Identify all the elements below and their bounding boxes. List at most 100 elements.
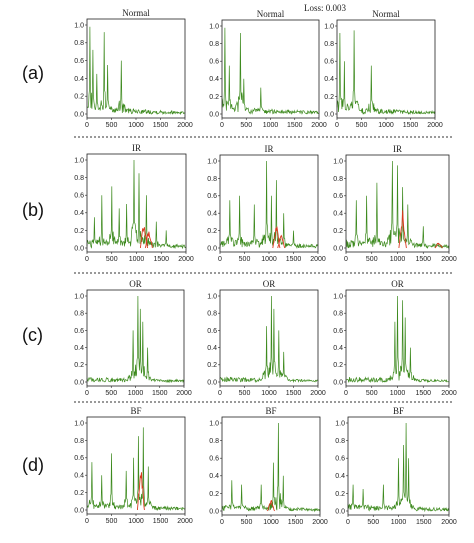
x-tick-label: 2000 bbox=[310, 256, 326, 263]
x-tick-label: 2000 bbox=[441, 390, 457, 397]
x-tick-label: 1000 bbox=[128, 122, 144, 129]
y-tick-label: 1.0 bbox=[74, 293, 84, 300]
x-tick-label: 500 bbox=[105, 390, 117, 397]
x-tick-label: 1500 bbox=[415, 390, 431, 397]
signal-series-line bbox=[86, 26, 186, 116]
x-tick-label: 0 bbox=[218, 390, 222, 397]
panel-title: OR bbox=[391, 279, 404, 289]
x-tick-label: 2000 bbox=[177, 122, 193, 129]
x-tick-label: 1000 bbox=[261, 390, 277, 397]
signal-series-line bbox=[221, 27, 320, 115]
y-tick-label: 0.0 bbox=[207, 379, 217, 386]
y-tick-label: 0.6 bbox=[74, 455, 84, 462]
x-tick-label: 1000 bbox=[261, 256, 277, 263]
y-tick-label: 0.8 bbox=[333, 176, 343, 183]
x-tick-label: 2000 bbox=[176, 390, 192, 397]
y-tick-label: 1.0 bbox=[207, 158, 217, 165]
y-tick-label: 1.0 bbox=[209, 23, 219, 30]
x-tick-label: 0 bbox=[85, 518, 89, 525]
y-tick-label: 0.0 bbox=[74, 245, 84, 252]
y-tick-label: 0.4 bbox=[324, 76, 334, 83]
panels: Normal 0.0 0.2 0.4 0.6 0.8 1.0 0 500 1000 1500 2000… bbox=[74, 8, 457, 526]
y-tick-label: 0.6 bbox=[74, 328, 84, 335]
panel-title: OR bbox=[263, 279, 276, 289]
x-tick-label: 500 bbox=[239, 256, 251, 263]
x-tick-label: 500 bbox=[106, 256, 118, 263]
x-tick-label: 1500 bbox=[153, 122, 169, 129]
y-tick-label: 0.8 bbox=[74, 40, 84, 47]
x-tick-label: 2000 bbox=[441, 256, 457, 263]
x-tick-label: 500 bbox=[239, 390, 251, 397]
loss-text: Loss: 0.003 bbox=[304, 3, 347, 13]
x-tick-label: 2000 bbox=[312, 519, 328, 526]
panel-d3: BF 0.0 0.2 0.4 0.6 0.8 1.0 0 500 1000 1500 2000 bbox=[335, 406, 457, 526]
panel-title: IR bbox=[393, 144, 402, 154]
x-tick-label: 1500 bbox=[152, 390, 168, 397]
y-tick-label: 0.0 bbox=[207, 245, 217, 252]
x-tick-label: 2000 bbox=[310, 390, 326, 397]
panel-a2: Normal 0.0 0.2 0.4 0.6 0.8 1.0 0 500 1000 1500 2000 bbox=[209, 9, 327, 129]
x-tick-label: 1000 bbox=[378, 122, 394, 129]
signal-series-line bbox=[221, 422, 321, 513]
x-tick-label: 1000 bbox=[129, 256, 145, 263]
y-tick-label: 0.0 bbox=[74, 111, 84, 118]
y-tick-label: 0.2 bbox=[74, 490, 84, 497]
x-tick-label: 500 bbox=[106, 518, 118, 525]
x-tick-label: 500 bbox=[366, 256, 378, 263]
x-tick-label: 500 bbox=[106, 122, 118, 129]
y-tick-label: 0.2 bbox=[207, 228, 217, 235]
y-tick-label: 0.8 bbox=[207, 176, 217, 183]
y-tick-label: 0.6 bbox=[333, 328, 343, 335]
y-tick-label: 0.6 bbox=[333, 193, 343, 200]
x-tick-label: 1500 bbox=[403, 122, 419, 129]
x-tick-label: 500 bbox=[366, 390, 378, 397]
panel-d1: BF 0.0 0.2 0.4 0.6 0.8 1.0 0 500 1000 1500 2000 bbox=[74, 406, 193, 525]
x-tick-label: 1000 bbox=[391, 519, 407, 526]
x-tick-label: 0 bbox=[335, 122, 339, 129]
y-tick-label: 0.4 bbox=[209, 473, 219, 480]
panel-title: IR bbox=[132, 143, 141, 153]
reconstruction-series-line bbox=[136, 472, 145, 511]
x-tick-label: 1500 bbox=[286, 256, 302, 263]
x-tick-label: 0 bbox=[346, 519, 350, 526]
y-tick-label: 0.2 bbox=[74, 362, 84, 369]
y-tick-label: 0.8 bbox=[207, 311, 217, 318]
y-tick-label: 0.6 bbox=[207, 328, 217, 335]
signal-series-line bbox=[86, 295, 185, 384]
y-tick-label: 0.4 bbox=[74, 210, 84, 217]
panel-title: BF bbox=[130, 406, 141, 416]
y-tick-label: 0.8 bbox=[74, 311, 84, 318]
x-tick-label: 500 bbox=[241, 519, 253, 526]
y-tick-label: 1.0 bbox=[209, 420, 219, 427]
y-tick-label: 0.0 bbox=[333, 379, 343, 386]
y-tick-label: 0.4 bbox=[209, 76, 219, 83]
x-tick-label: 0 bbox=[344, 390, 348, 397]
panel-c3: OR 0.0 0.2 0.4 0.6 0.8 1.0 0 500 1000 1500 2000 bbox=[333, 279, 457, 397]
signal-series-line bbox=[86, 427, 186, 512]
y-tick-label: 0.0 bbox=[74, 507, 84, 514]
x-tick-label: 1000 bbox=[390, 390, 406, 397]
x-tick-label: 1500 bbox=[288, 519, 304, 526]
x-tick-label: 1000 bbox=[390, 256, 406, 263]
y-tick-label: 0.2 bbox=[74, 228, 84, 235]
plot-frame bbox=[221, 416, 321, 516]
signal-series-line bbox=[346, 160, 450, 249]
y-tick-label: 0.4 bbox=[207, 211, 217, 218]
y-tick-label: 1.0 bbox=[74, 420, 84, 427]
panel-b3: IR 0.0 0.2 0.4 0.6 0.8 1.0 0 500 1000 1500 2000 bbox=[333, 144, 457, 263]
x-tick-label: 0 bbox=[220, 519, 224, 526]
panel-title: Normal bbox=[372, 9, 400, 19]
y-tick-label: 1.0 bbox=[324, 23, 334, 30]
y-tick-label: 0.4 bbox=[333, 211, 343, 218]
y-tick-label: 1.0 bbox=[335, 420, 345, 427]
panel-title: BF bbox=[393, 406, 404, 416]
y-tick-label: 0.6 bbox=[74, 193, 84, 200]
y-tick-label: 0.4 bbox=[333, 345, 343, 352]
panel-title: BF bbox=[265, 406, 276, 416]
reconstruction-series-line bbox=[434, 242, 443, 249]
y-tick-label: 0.2 bbox=[324, 94, 334, 101]
y-tick-label: 0.0 bbox=[74, 379, 84, 386]
signal-series-line bbox=[345, 295, 450, 384]
panel-b2: IR 0.0 0.2 0.4 0.6 0.8 1.0 0 500 1000 1500 2000 bbox=[207, 144, 326, 263]
